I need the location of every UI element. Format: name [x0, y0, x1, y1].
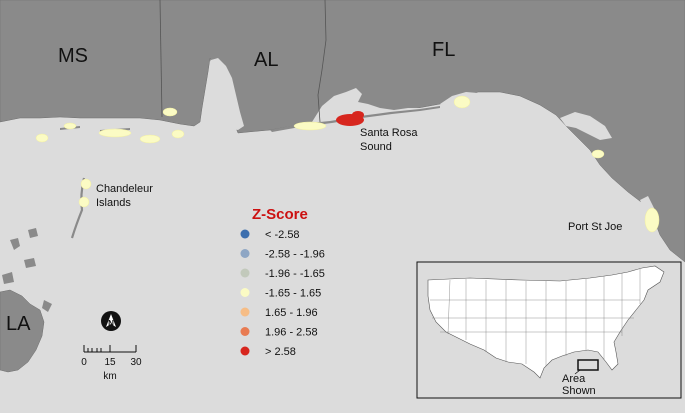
place-label-chandeleur: Chandeleur: [96, 183, 153, 195]
segment: [35, 133, 49, 143]
pensacola-bay: [312, 88, 420, 123]
louisiana-land: [0, 289, 45, 373]
legend-label: -2.58 - -1.96: [265, 249, 325, 261]
scale-tick-15: 15: [104, 357, 116, 368]
state-label-fl: FL: [432, 39, 455, 61]
legend-swatch: [240, 307, 250, 317]
area-shown-box: [577, 359, 599, 371]
neutral-segments: [35, 95, 660, 233]
ms-al-border: [159, 0, 163, 118]
legend: Z-Score < -2.58 -2.58 - -1.96 -1.96 - -1.6…: [240, 206, 325, 358]
legend-label: 1.96 - 2.58: [265, 327, 318, 339]
legend-label: 1.65 - 1.96: [265, 307, 318, 319]
scale-unit: km: [103, 371, 116, 382]
state-label-ms: MS: [58, 45, 88, 67]
louisiana-marsh-4: [2, 272, 14, 284]
louisiana-marsh-2: [10, 238, 20, 250]
state-label-la: LA: [6, 313, 31, 335]
segment: [78, 196, 90, 208]
chandeleur-islands-land: [70, 177, 86, 239]
place-label-port-st-joe: Port St Joe: [568, 221, 622, 233]
segment: [644, 207, 660, 233]
state-label-al: AL: [254, 49, 278, 71]
north-arrow-icon: N: [101, 311, 121, 331]
segment: [293, 121, 327, 131]
us-state-lines: [430, 269, 641, 366]
louisiana-marsh-1: [42, 300, 52, 312]
louisiana-marsh-3: [24, 258, 36, 268]
hotspot-segment: [352, 111, 364, 119]
legend-title: Z-Score: [252, 206, 308, 223]
legend-label: < -2.58: [265, 229, 300, 241]
segment: [453, 95, 471, 109]
inset-label-shown: Shown: [562, 385, 596, 397]
place-label-islands: Islands: [96, 197, 131, 209]
legend-label: -1.65 - 1.65: [265, 288, 321, 300]
legend-swatch: [240, 288, 250, 297]
scale-tick-0: 0: [81, 357, 87, 368]
svg-text:N: N: [108, 319, 114, 328]
inset-map: Area Shown: [416, 261, 682, 399]
legend-swatch: [240, 268, 250, 278]
scale-tick-30: 30: [130, 357, 142, 368]
mobile-bay: [205, 58, 244, 130]
segment: [171, 129, 185, 139]
segment: [591, 149, 605, 159]
place-label-sound: Sound: [360, 141, 392, 153]
legend-label: > 2.58: [265, 346, 296, 358]
legend-label: -1.96 - -1.65: [265, 268, 325, 280]
legend-swatch: [240, 346, 250, 356]
legend-swatch: [240, 229, 250, 239]
hotspot-segments: [336, 111, 364, 126]
louisiana-marsh-5: [28, 228, 38, 238]
place-label-santa-rosa: Santa Rosa: [360, 127, 418, 139]
al-fl-border: [317, 0, 327, 123]
segment: [63, 122, 77, 130]
scale-bar: 0 15 30 km: [81, 345, 142, 382]
st-andrew-bay: [560, 112, 612, 140]
segment: [139, 134, 161, 144]
area-shown-leader: [574, 369, 581, 375]
legend-items: < -2.58 -2.58 - -1.96 -1.96 - -1.65 -1.65 -…: [240, 229, 325, 358]
legend-swatch: [240, 327, 250, 336]
segment: [162, 107, 178, 117]
segment: [98, 128, 132, 138]
legend-swatch: [240, 249, 250, 258]
inset-label-area: Area: [562, 373, 586, 385]
segment: [80, 178, 92, 190]
